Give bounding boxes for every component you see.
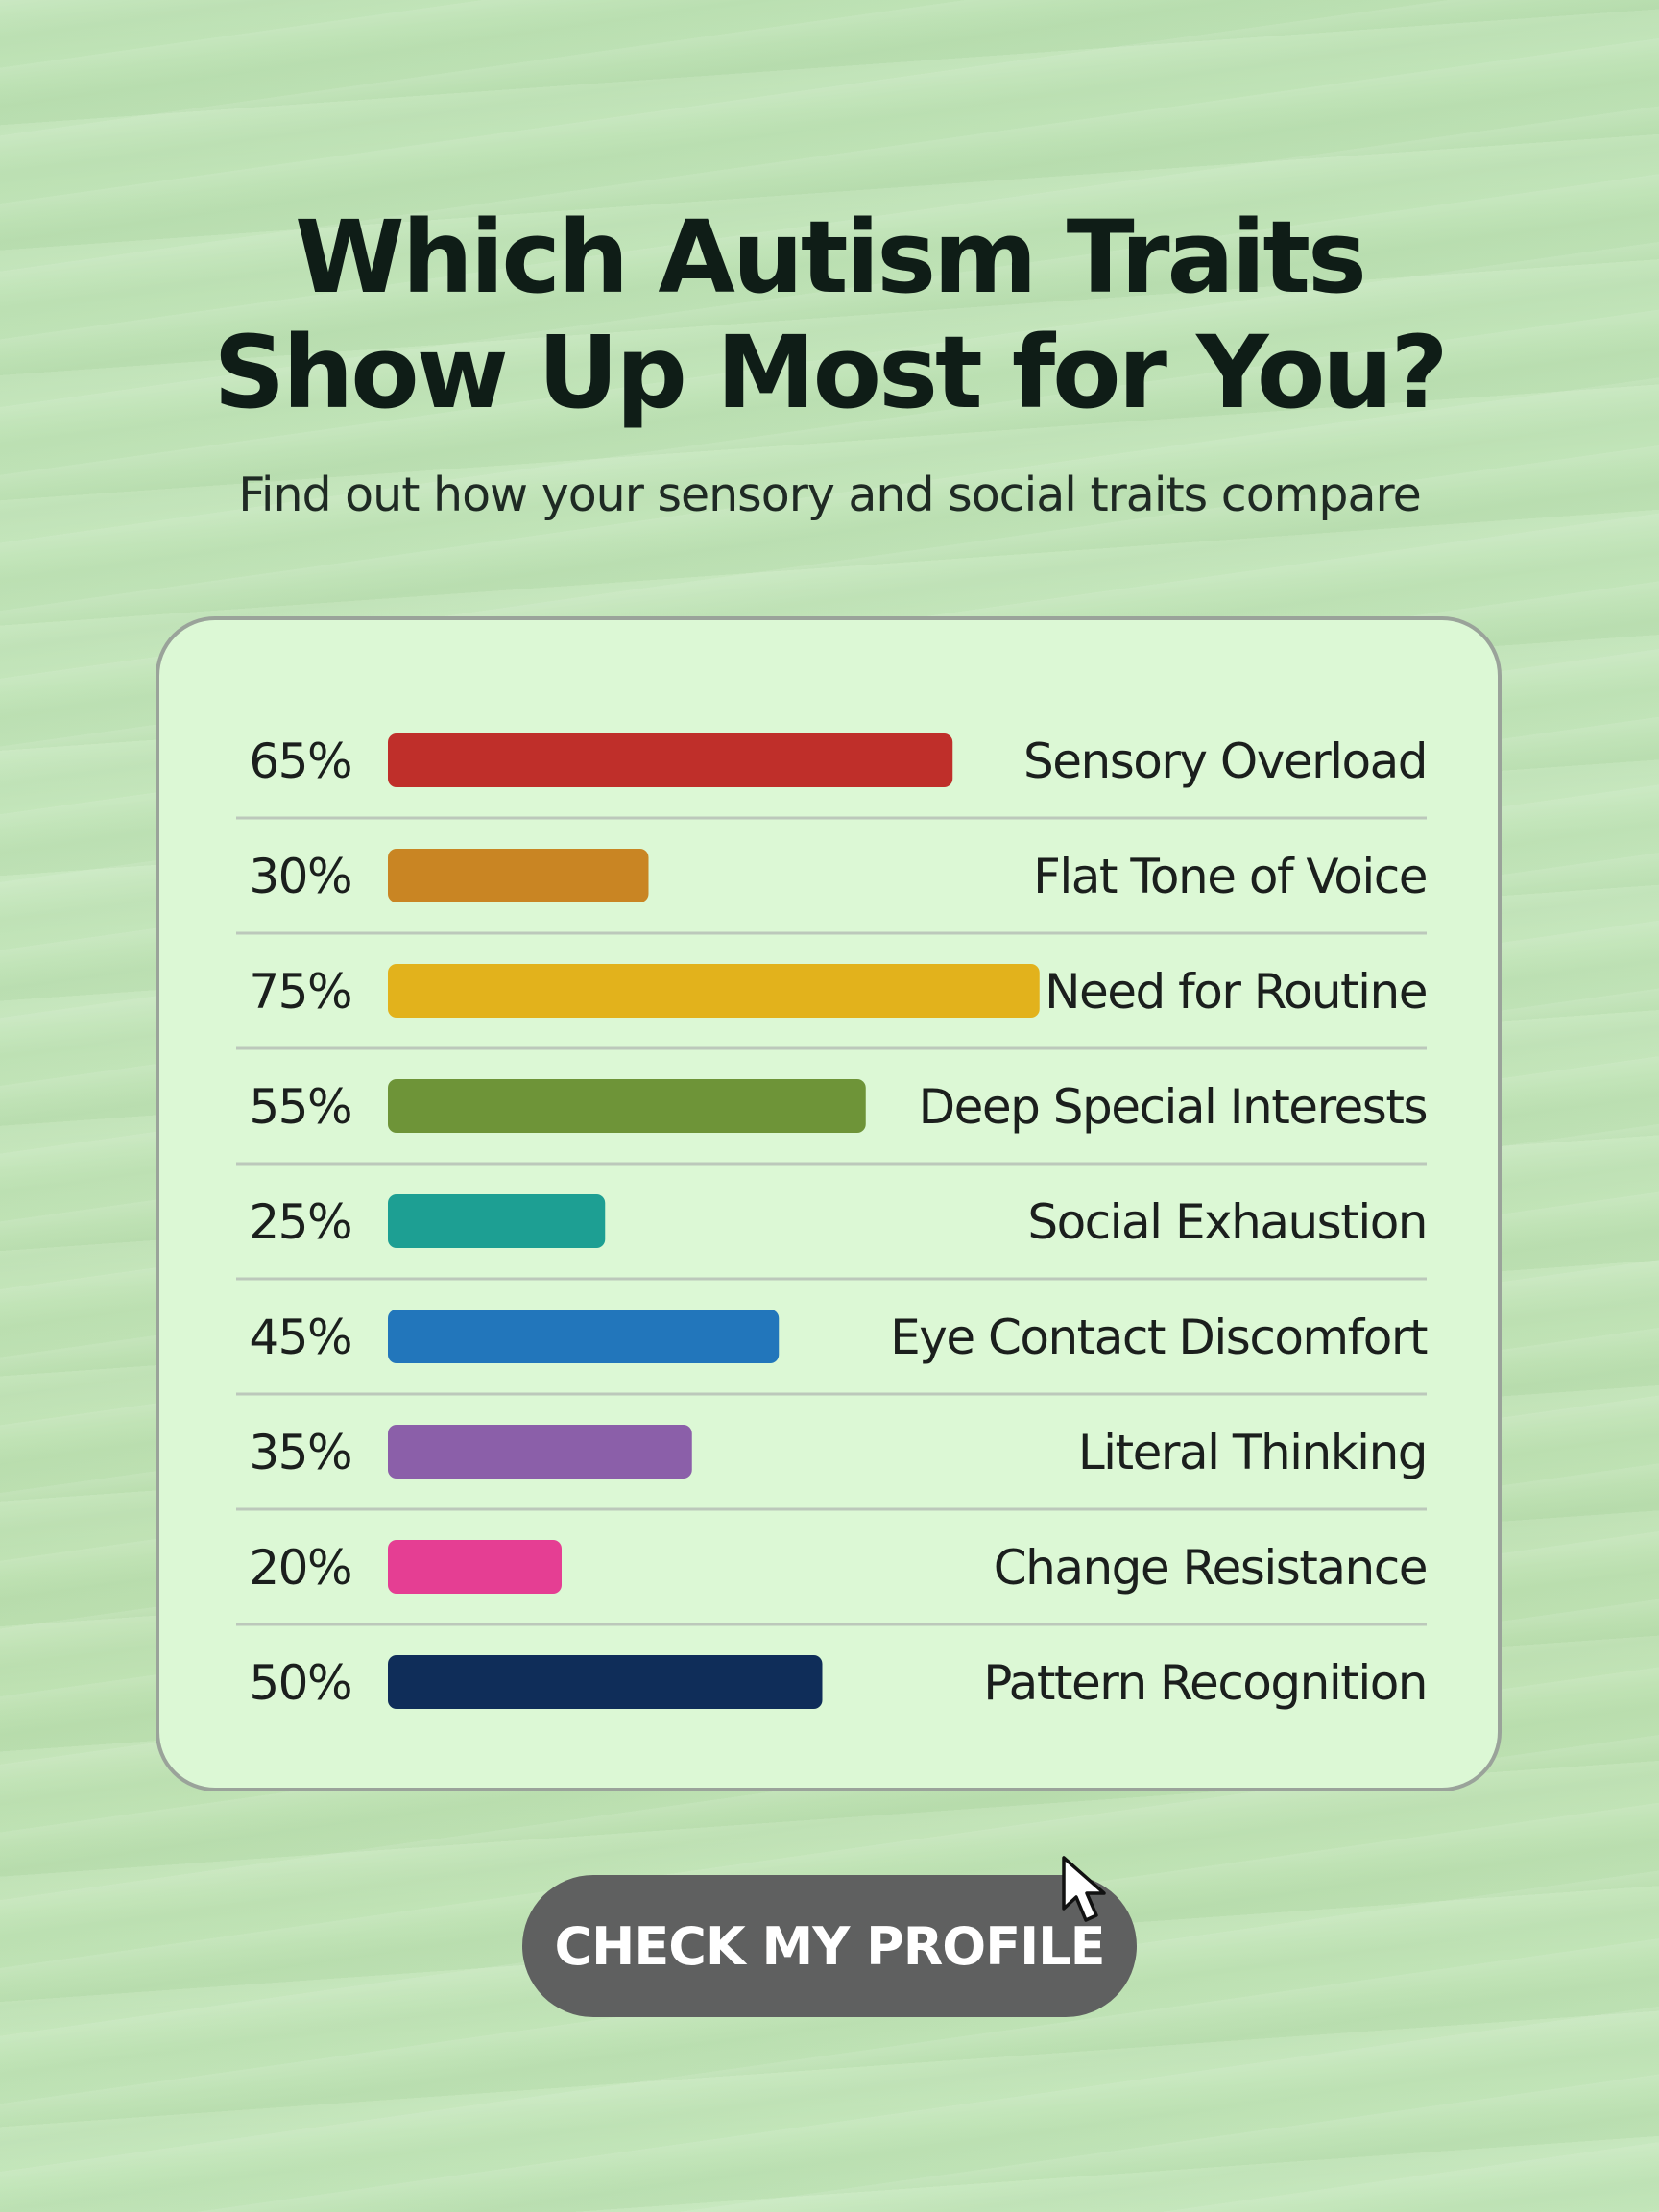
page-title-line-1: Which Autism Traits <box>295 199 1367 316</box>
bar <box>388 1425 692 1479</box>
value-label: 55% <box>249 1079 351 1135</box>
bar <box>388 1310 780 1363</box>
value-label: 35% <box>249 1425 351 1480</box>
bar <box>388 733 953 787</box>
page-title: Which Autism Traits Show Up Most for You… <box>0 200 1659 430</box>
value-label: 50% <box>249 1655 351 1711</box>
check-my-profile-button[interactable]: CHECK MY PROFILE <box>522 1875 1137 2017</box>
category-label: Flat Tone of Voice <box>1033 849 1427 904</box>
bar <box>388 964 1040 1018</box>
page-title-line-2: Show Up Most for You? <box>213 314 1448 431</box>
bar <box>388 1079 866 1133</box>
category-label: Deep Special Interests <box>919 1079 1427 1135</box>
bar <box>388 849 649 902</box>
category-label: Literal Thinking <box>1078 1425 1427 1480</box>
mouse-pointer-icon <box>1062 1856 1106 1922</box>
category-label: Sensory Overload <box>1023 733 1427 789</box>
category-label: Pattern Recognition <box>983 1655 1427 1711</box>
value-label: 45% <box>249 1310 351 1365</box>
category-label: Eye Contact Discomfort <box>890 1310 1428 1365</box>
category-label: Change Resistance <box>994 1540 1427 1596</box>
bar <box>388 1194 606 1248</box>
bar <box>388 1655 823 1709</box>
page-subtitle: Find out how your sensory and social tra… <box>238 468 1422 522</box>
category-label: Social Exhaustion <box>1027 1194 1427 1250</box>
bar <box>388 1540 562 1594</box>
bar-chart: 65% Sensory Overload 30% Flat Tone of Voice… <box>236 733 1429 1711</box>
value-label: 65% <box>249 733 351 789</box>
chart-card: 65% Sensory Overload 30% Flat Tone of Voice… <box>156 616 1502 1791</box>
value-label: 30% <box>249 849 351 904</box>
category-label: Need for Routine <box>1045 964 1427 1020</box>
value-label: 20% <box>249 1540 351 1596</box>
value-label: 75% <box>249 964 351 1020</box>
value-label: 25% <box>249 1194 351 1250</box>
